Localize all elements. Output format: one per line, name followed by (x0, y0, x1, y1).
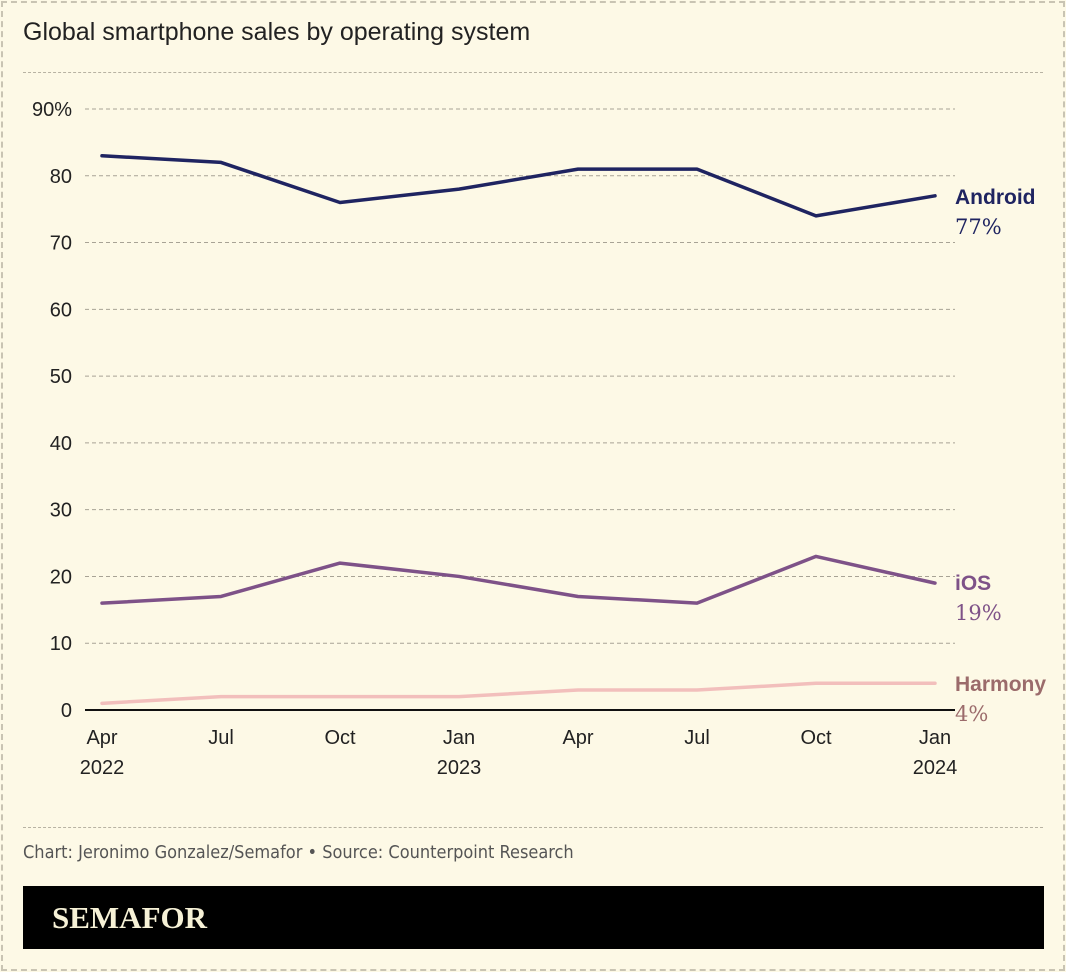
x-tick-label: Oct (324, 727, 356, 749)
semafor-logo: SEMAFOR (52, 900, 207, 935)
y-tick-label: 0 (61, 700, 72, 722)
logo-bar: SEMAFOR (23, 886, 1044, 949)
x-tick-label: Jan (919, 727, 951, 749)
x-tick-label: Oct (800, 727, 832, 749)
series-label-harmony: Harmony (955, 673, 1046, 696)
chart-credit: Chart: Jeronimo Gonzalez/Semafor • Sourc… (23, 842, 574, 863)
series-line-android (100, 153, 937, 218)
y-tick-label: 40 (50, 433, 72, 455)
y-tick-label: 20 (50, 566, 72, 588)
chart-title: Global smartphone sales by operating sys… (23, 18, 531, 46)
y-tick-label: 50 (50, 366, 72, 388)
series-value-android: 77% (955, 215, 1002, 239)
top-divider (23, 72, 1043, 73)
series-value-harmony: 4% (955, 702, 988, 726)
y-tick-label: 70 (50, 233, 72, 255)
series-label-android: Android (955, 186, 1035, 209)
x-tick-label: Apr (562, 727, 593, 749)
line-chart: 0 10 20 30 40 50 60 70 80 90% Apr 2022 Jul Oct Jan 2023… (32, 99, 1046, 779)
y-tick-label: 80 (50, 166, 72, 188)
y-tick-label: 10 (50, 633, 72, 655)
y-tick-label: 30 (50, 500, 72, 522)
x-tick-year-label: 2024 (913, 757, 958, 779)
y-tick-label: 90% (32, 99, 72, 121)
series-line-harmony (100, 681, 937, 706)
x-tick-label: Jul (208, 727, 234, 749)
x-tick-year-label: 2022 (80, 757, 125, 779)
series-line-ios (100, 554, 937, 605)
x-tick-label: Apr (86, 727, 117, 749)
bottom-divider (23, 827, 1043, 828)
x-tick-label: Jan (443, 727, 475, 749)
series-value-ios: 19% (955, 601, 1002, 625)
x-tick-label: Jul (684, 727, 710, 749)
y-tick-label: 60 (50, 299, 72, 321)
x-tick-year-label: 2023 (437, 757, 482, 779)
series-label-ios: iOS (955, 572, 991, 595)
